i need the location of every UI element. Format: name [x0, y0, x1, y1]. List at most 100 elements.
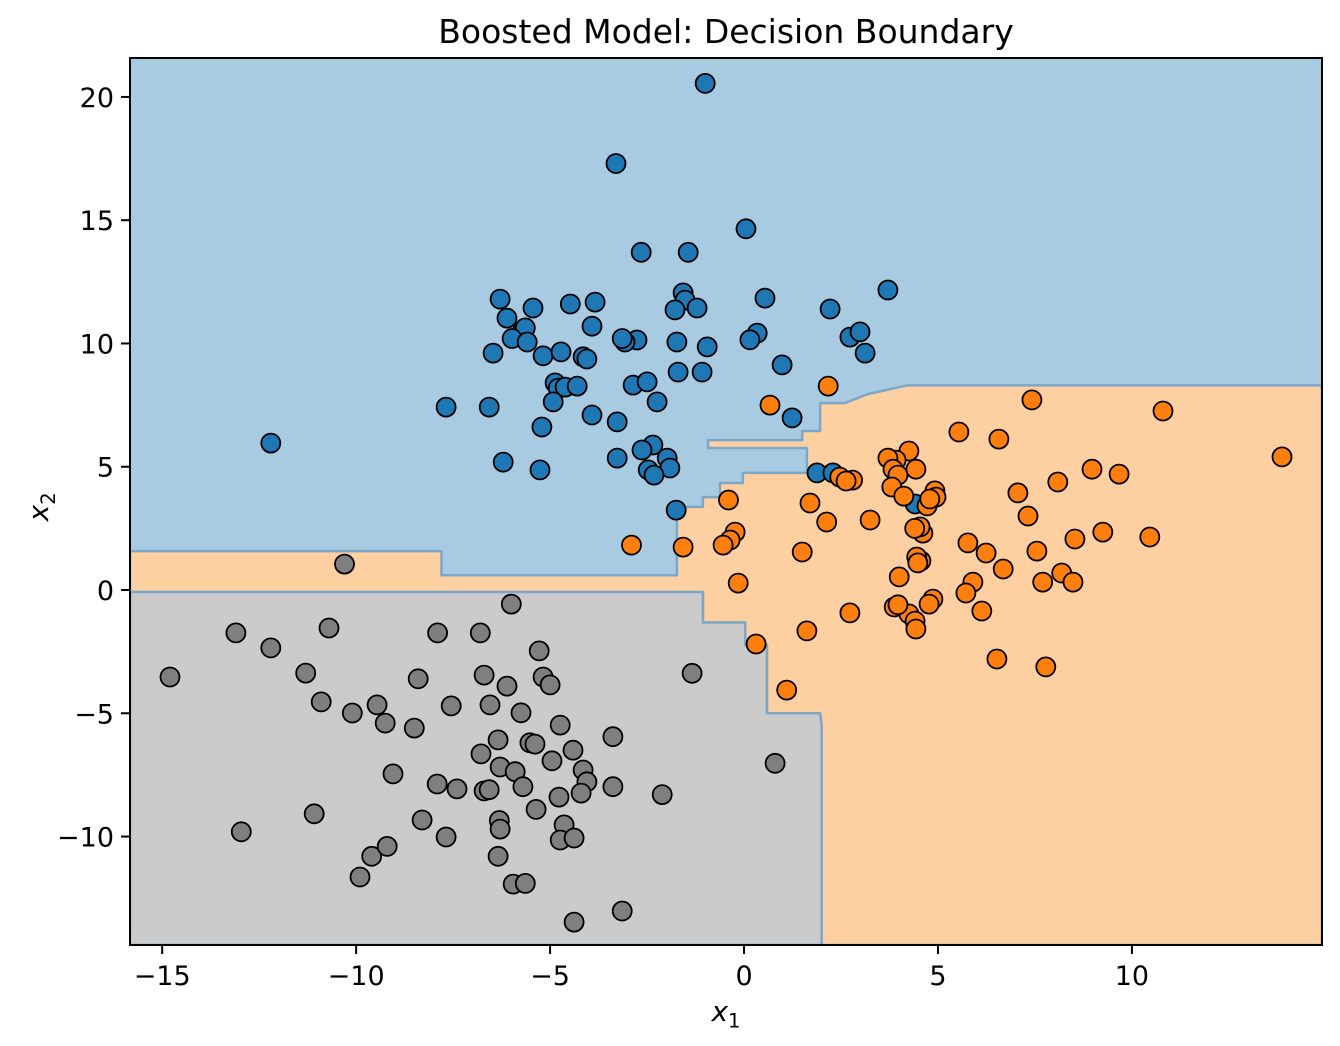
- data-point-class-1: [791, 541, 813, 563]
- data-point-class-1: [817, 375, 839, 397]
- data-point-class-2: [496, 675, 518, 697]
- data-point-class-0: [636, 371, 658, 393]
- data-point-class-1: [1047, 471, 1069, 493]
- y-axis-label-base: x: [22, 504, 56, 522]
- data-point-class-2: [473, 664, 495, 686]
- data-point-class-1: [904, 518, 926, 539]
- data-point-class-2: [303, 803, 325, 825]
- data-point-class-0: [611, 328, 633, 349]
- data-point-class-0: [646, 391, 668, 413]
- data-point-class-0: [584, 291, 606, 313]
- data-point-class-2: [411, 809, 433, 831]
- data-point-class-0: [482, 342, 504, 364]
- data-point-class-2: [310, 691, 332, 713]
- data-point-class-2: [469, 622, 491, 644]
- data-point-class-1: [1032, 571, 1054, 593]
- data-point-class-1: [957, 532, 979, 554]
- data-point-class-1: [796, 620, 818, 642]
- data-point-class-2: [764, 752, 786, 774]
- data-point-class-2: [230, 821, 252, 843]
- data-point-class-0: [849, 321, 871, 343]
- data-point-class-1: [816, 511, 838, 533]
- data-point-class-2: [570, 782, 592, 804]
- data-point-class-2: [487, 729, 509, 751]
- data-point-class-1: [712, 534, 734, 556]
- data-point-class-0: [478, 396, 500, 418]
- y-tick-label: −10: [57, 823, 114, 854]
- x-axis-label-base: x: [711, 995, 729, 1028]
- data-point-class-2: [510, 702, 532, 724]
- data-point-class-1: [859, 509, 881, 531]
- data-point-class-1: [1064, 528, 1086, 550]
- data-point-class-0: [665, 499, 687, 521]
- data-point-class-0: [559, 293, 581, 315]
- data-point-class-1: [971, 600, 993, 622]
- data-point-class-2: [382, 763, 404, 785]
- data-point-class-2: [374, 712, 396, 734]
- data-point-class-2: [435, 826, 457, 848]
- data-point-class-2: [318, 617, 340, 639]
- data-point-class-2: [489, 818, 511, 840]
- y-tick-label: −5: [74, 699, 114, 730]
- data-point-class-2: [446, 778, 468, 800]
- data-point-class-0: [260, 432, 282, 454]
- data-point-class-0: [531, 416, 553, 438]
- data-point-class-1: [992, 558, 1014, 580]
- data-point-class-2: [440, 695, 462, 717]
- data-point-class-1: [1062, 571, 1084, 593]
- data-point-class-2: [426, 773, 448, 795]
- chart-title: Boosted Model: Decision Boundary: [438, 12, 1014, 51]
- data-point-class-1: [893, 485, 915, 507]
- data-point-class-0: [581, 404, 603, 426]
- data-point-class-0: [643, 464, 665, 486]
- y-axis-label-sub: 2: [36, 492, 60, 505]
- data-point-class-1: [1035, 656, 1057, 678]
- data-point-class-0: [516, 331, 538, 353]
- data-point-class-0: [606, 411, 628, 433]
- data-point-class-2: [602, 726, 624, 748]
- data-point-class-2: [562, 739, 584, 761]
- data-point-class-1: [988, 428, 1010, 450]
- data-point-class-0: [781, 407, 803, 429]
- data-point-class-0: [532, 345, 554, 367]
- data-point-class-2: [563, 911, 585, 933]
- data-point-class-1: [799, 492, 821, 514]
- data-point-class-0: [754, 287, 776, 309]
- data-point-class-2: [681, 662, 703, 684]
- data-point-class-1: [1081, 458, 1103, 480]
- data-point-class-2: [341, 702, 363, 724]
- data-point-class-0: [630, 241, 652, 263]
- x-tick-label: −15: [134, 961, 191, 992]
- data-point-class-0: [631, 439, 653, 461]
- data-point-class-1: [835, 470, 857, 492]
- y-tick-label: 0: [97, 576, 114, 607]
- data-point-class-2: [611, 900, 633, 922]
- x-axis-label-sub: 1: [728, 1009, 741, 1033]
- data-point-class-1: [1007, 482, 1029, 504]
- data-point-class-1: [1271, 446, 1293, 468]
- data-point-class-2: [334, 553, 355, 575]
- data-point-class-0: [435, 396, 457, 418]
- data-point-class-1: [905, 618, 927, 640]
- y-tick-label: 20: [80, 83, 114, 114]
- x-tick-label: 5: [929, 961, 946, 992]
- data-point-class-2: [548, 786, 570, 808]
- data-point-class-0: [735, 218, 757, 240]
- class-2-region: [130, 590, 823, 945]
- data-point-class-2: [225, 622, 247, 644]
- data-point-class-0: [691, 361, 713, 383]
- data-point-class-2: [549, 714, 571, 736]
- data-point-class-0: [771, 354, 793, 376]
- data-point-class-0: [489, 288, 511, 310]
- data-point-class-0: [605, 153, 627, 174]
- data-point-class-2: [487, 845, 509, 867]
- data-point-class-1: [1021, 389, 1043, 411]
- data-point-class-0: [877, 279, 899, 301]
- x-tick-label: −10: [328, 961, 385, 992]
- data-point-class-0: [522, 297, 544, 319]
- data-point-class-0: [581, 315, 603, 337]
- data-point-class-1: [718, 489, 739, 511]
- data-point-class-2: [295, 662, 317, 684]
